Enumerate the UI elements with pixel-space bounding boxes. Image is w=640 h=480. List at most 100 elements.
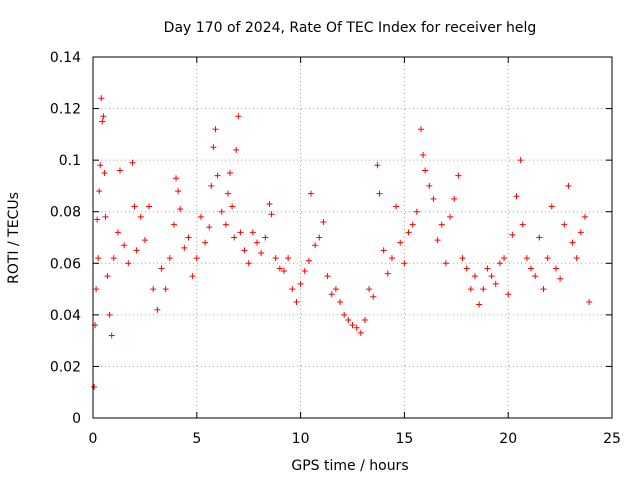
x-tick-label: 5 bbox=[192, 431, 201, 447]
y-tick-label: 0.04 bbox=[50, 308, 81, 324]
data-point bbox=[185, 234, 192, 241]
data-point bbox=[349, 322, 356, 329]
data-point bbox=[513, 193, 520, 200]
data-point bbox=[345, 317, 352, 324]
y-tick-label: 0.1 bbox=[59, 153, 81, 169]
data-point bbox=[133, 247, 140, 254]
data-point bbox=[401, 260, 408, 267]
data-point bbox=[297, 280, 304, 287]
data-point bbox=[116, 167, 123, 174]
data-point bbox=[141, 237, 148, 244]
data-point bbox=[121, 242, 128, 249]
y-tick-label: 0.08 bbox=[50, 205, 81, 221]
data-point bbox=[104, 273, 111, 280]
data-point bbox=[509, 231, 516, 238]
data-point bbox=[206, 224, 213, 231]
data-point bbox=[249, 229, 256, 236]
data-point bbox=[154, 306, 161, 313]
data-point bbox=[447, 213, 454, 220]
data-point bbox=[442, 260, 449, 267]
data-point bbox=[312, 242, 319, 249]
x-tick-label: 0 bbox=[89, 431, 98, 447]
data-point bbox=[501, 255, 508, 262]
chart-title: Day 170 of 2024, Rate Of TEC Index for r… bbox=[164, 20, 537, 36]
y-tick-label: 0.12 bbox=[50, 102, 81, 118]
data-point bbox=[210, 144, 217, 151]
x-axis-label: GPS time / hours bbox=[291, 458, 408, 474]
data-point bbox=[353, 324, 360, 331]
plot-frame bbox=[92, 56, 613, 419]
data-point bbox=[237, 229, 244, 236]
data-point bbox=[374, 162, 381, 169]
data-point bbox=[245, 260, 252, 267]
data-point bbox=[197, 213, 204, 220]
data-point bbox=[467, 286, 474, 293]
data-point bbox=[106, 311, 113, 318]
data-point bbox=[366, 286, 373, 293]
data-point bbox=[125, 260, 132, 267]
data-point bbox=[97, 162, 104, 169]
data-point bbox=[202, 239, 209, 246]
data-point bbox=[413, 208, 420, 215]
data-point bbox=[324, 273, 331, 280]
data-point bbox=[476, 301, 483, 308]
data-point bbox=[100, 113, 107, 120]
data-points bbox=[91, 95, 593, 391]
data-point bbox=[544, 255, 551, 262]
x-tick-label: 25 bbox=[603, 431, 621, 447]
data-point bbox=[193, 255, 200, 262]
y-tick-label: 0.06 bbox=[50, 256, 81, 272]
data-point bbox=[95, 255, 102, 262]
data-point bbox=[307, 190, 314, 197]
data-point bbox=[361, 317, 368, 324]
y-axis-label: ROTI / TECUs bbox=[6, 192, 22, 284]
data-point bbox=[235, 113, 242, 120]
data-point bbox=[91, 384, 98, 391]
data-point bbox=[316, 234, 323, 241]
data-point bbox=[114, 229, 121, 236]
data-point bbox=[276, 265, 283, 272]
data-point bbox=[266, 200, 273, 207]
data-point bbox=[577, 229, 584, 236]
data-point bbox=[573, 255, 580, 262]
data-point bbox=[388, 255, 395, 262]
data-point bbox=[517, 157, 524, 164]
data-point bbox=[357, 329, 364, 336]
data-point bbox=[561, 221, 568, 228]
data-point bbox=[380, 247, 387, 254]
data-point bbox=[177, 206, 184, 213]
data-point bbox=[586, 298, 593, 305]
x-tick-label: 10 bbox=[292, 431, 310, 447]
data-point bbox=[532, 273, 539, 280]
data-point bbox=[418, 126, 425, 133]
data-point bbox=[430, 195, 437, 202]
data-point bbox=[376, 190, 383, 197]
data-point bbox=[222, 221, 229, 228]
data-point bbox=[393, 203, 400, 210]
data-point bbox=[137, 213, 144, 220]
data-point bbox=[214, 172, 221, 179]
x-tick-label: 15 bbox=[395, 431, 413, 447]
data-point bbox=[523, 255, 530, 262]
data-point bbox=[496, 260, 503, 267]
data-point bbox=[488, 273, 495, 280]
data-point bbox=[492, 280, 499, 287]
data-point bbox=[569, 239, 576, 246]
data-point bbox=[459, 255, 466, 262]
data-point bbox=[272, 255, 279, 262]
data-point bbox=[208, 182, 215, 189]
data-point bbox=[166, 255, 173, 262]
data-point bbox=[301, 268, 308, 275]
data-point bbox=[102, 213, 109, 220]
data-point bbox=[540, 286, 547, 293]
data-point bbox=[305, 257, 312, 264]
data-point bbox=[438, 221, 445, 228]
data-point bbox=[293, 298, 300, 305]
data-point bbox=[384, 270, 391, 277]
data-point bbox=[227, 170, 234, 177]
data-point bbox=[170, 221, 177, 228]
data-point bbox=[268, 211, 275, 218]
data-point bbox=[519, 221, 526, 228]
data-point bbox=[108, 332, 115, 339]
data-point bbox=[285, 255, 292, 262]
